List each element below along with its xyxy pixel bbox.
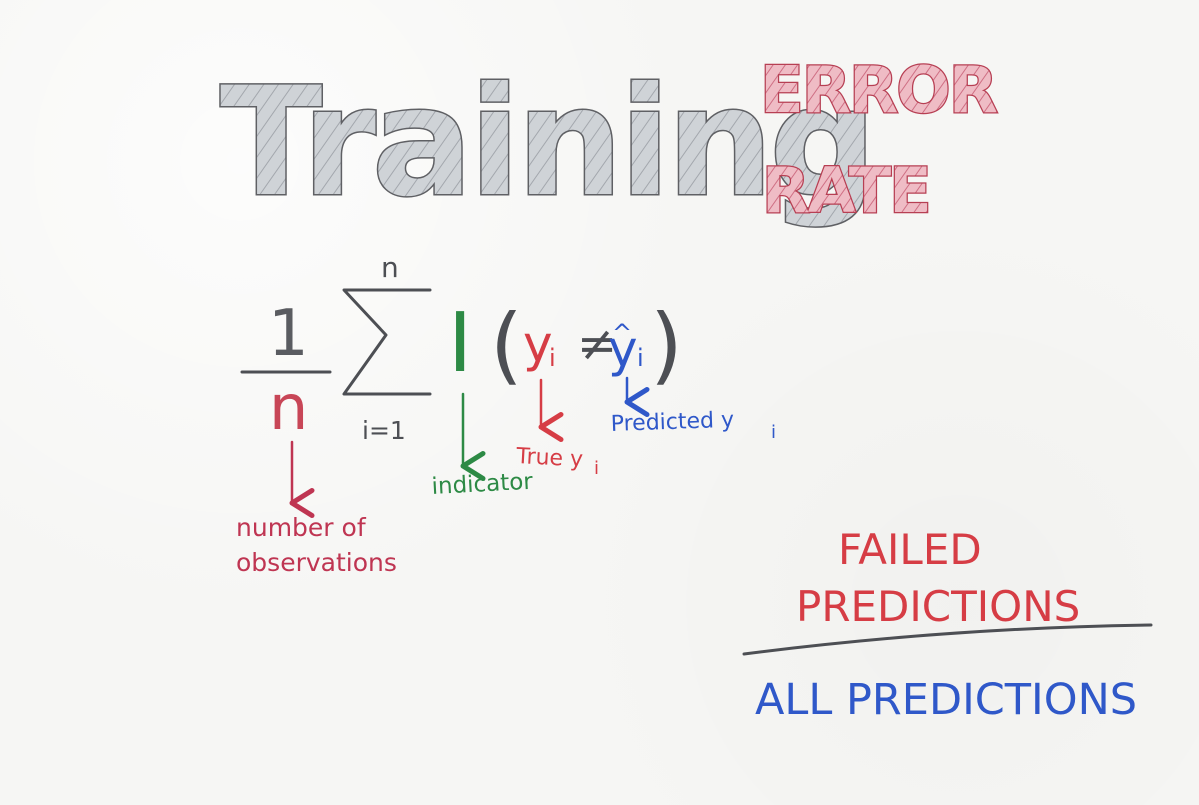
n-annotation-line-2: observations [236,548,397,577]
ratio-divider [742,623,1153,656]
true-annotation-subscript: i [594,458,599,479]
title-rate: RATE [762,154,930,227]
predicted-y-subscript: i [637,344,644,372]
sum-symbol [342,288,432,396]
n-annotation-line-1: number of [236,513,367,542]
true-y-symbol: y [523,315,553,373]
predicted-annotation-subscript: i [771,422,776,443]
ratio-denominator: ALL PREDICTIONS [755,675,1137,725]
fraction-denominator: n [269,371,308,444]
left-parenthesis: ( [490,296,523,394]
sum-upper: n [381,251,399,284]
indicator-annotation: indicator [431,469,534,500]
not-equal-symbol: ≠ [577,316,617,372]
sum-lower: i=1 [362,416,406,445]
ratio-numerator-line-1: FAILED [838,525,982,574]
ratio-numerator-line-2: PREDICTIONS [796,582,1080,631]
true-y-subscript: i [549,344,556,372]
true-annotation: True y [515,444,584,473]
title-training: Training [220,56,873,230]
predicted-y-symbol: y [608,320,638,378]
predicted-annotation: Predicted y [610,408,734,437]
indicator-symbol: I [448,296,472,391]
title-error: ERROR [760,54,997,128]
predicted-hat: ^ [612,319,632,347]
fraction-numerator: 1 [268,297,309,371]
right-parenthesis: ) [650,296,683,394]
